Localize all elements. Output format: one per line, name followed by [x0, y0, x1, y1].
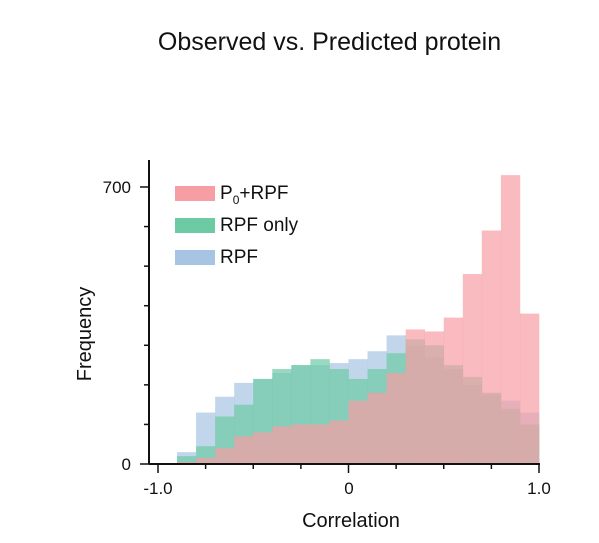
y-tick-label-700: 700 [103, 178, 131, 197]
x-tick-label-0: 0 [344, 479, 353, 498]
legend-swatch-rpf-only [175, 218, 215, 233]
bar-2-5 [272, 426, 292, 464]
x-tick-label-neg1: -1.0 [143, 479, 172, 498]
bar-2-15 [462, 274, 483, 464]
bar-2-10 [367, 392, 387, 464]
y-tick-label-0: 0 [122, 455, 131, 474]
legend-label-p0-rpf: P0+RPF [220, 183, 288, 207]
bar-2-12 [405, 329, 425, 464]
bar-2-9 [348, 400, 368, 464]
bar-2-7 [310, 424, 330, 464]
series-p0-rpf [177, 175, 540, 464]
bar-2-14 [443, 317, 464, 464]
bar-2-17 [500, 175, 521, 464]
bar-2-3 [234, 436, 254, 464]
bar-2-2 [215, 448, 235, 464]
legend: P0+RPF RPF only RPF [175, 183, 299, 268]
bar-2-16 [481, 230, 502, 464]
histogram-bars [177, 175, 540, 464]
legend-subscript-0: 0 [233, 193, 240, 207]
legend-swatch-rpf [175, 250, 215, 265]
bar-2-8 [329, 420, 349, 464]
bar-2-18 [519, 313, 540, 464]
y-axis-label: Frequency [74, 287, 96, 382]
legend-swatch-p0-rpf [175, 186, 215, 201]
bar-2-1 [196, 458, 216, 464]
bar-1-0 [177, 456, 197, 464]
legend-label-rpf: RPF [220, 247, 258, 268]
legend-label-rpf-only: RPF only [220, 215, 299, 236]
chart-title: Observed vs. Predicted protein [157, 28, 502, 56]
bar-2-11 [386, 372, 406, 464]
bar-2-4 [253, 432, 273, 464]
bar-2-6 [291, 424, 311, 464]
x-tick-label-1: 1.0 [527, 479, 551, 498]
bar-2-13 [424, 331, 445, 464]
x-axis-label: Correlation [302, 510, 400, 532]
axis-ticks [140, 186, 540, 473]
